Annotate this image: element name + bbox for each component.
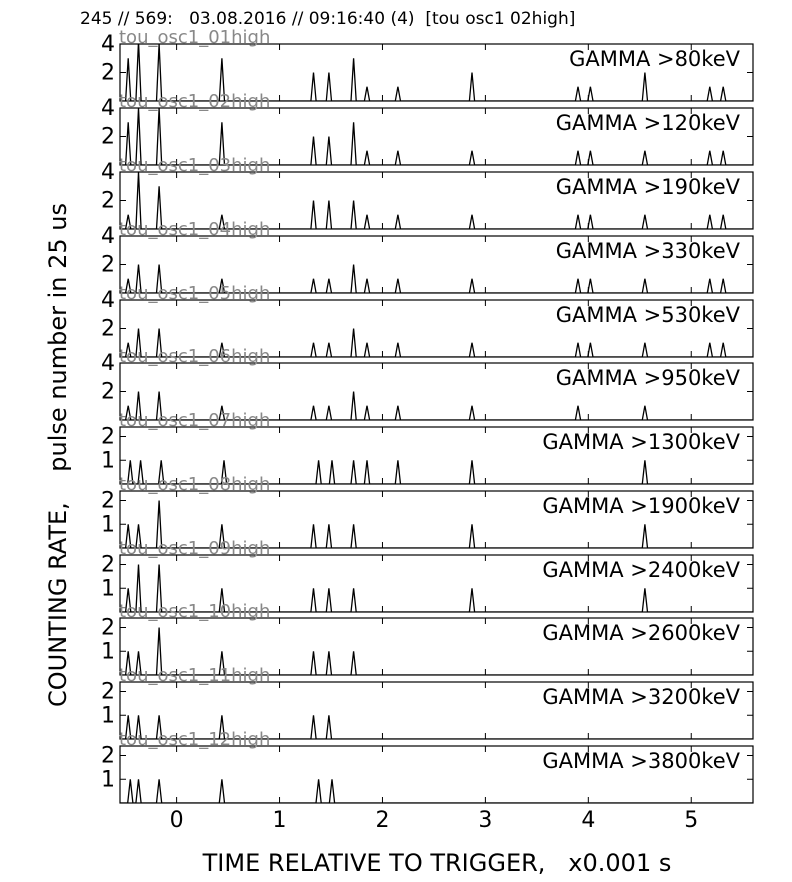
channel-label: tou_osc1_03high	[119, 155, 270, 176]
channel-label: tou_osc1_11high	[119, 665, 270, 686]
y-tick-label: 1	[101, 512, 115, 537]
y-tick-label: 1	[101, 767, 115, 792]
y-tick-label: 4	[101, 224, 115, 249]
y-tick-label: 4	[101, 351, 115, 376]
x-tick-label: 0	[170, 808, 184, 833]
energy-threshold-label: GAMMA >3200keV	[542, 685, 740, 709]
series-line	[120, 460, 753, 484]
channel-label: tou_osc1_06high	[119, 346, 270, 367]
energy-threshold-label: GAMMA >1900keV	[542, 494, 740, 518]
series-line	[120, 564, 753, 612]
y-tick-label: 2	[101, 317, 115, 342]
y-tick-label: 2	[101, 253, 115, 278]
panel-frame	[119, 745, 754, 804]
channel-label: tou_osc1_10high	[119, 601, 270, 622]
y-tick-label: 2	[101, 61, 115, 86]
channel-label: tou_osc1_05high	[119, 283, 270, 304]
panel-3: 2 4 GAMMA >190keV tou_osc1_03high	[101, 155, 754, 230]
series-line	[120, 779, 753, 803]
series-line	[120, 627, 753, 675]
y-tick-label: 1	[101, 448, 115, 473]
series-line	[120, 44, 753, 101]
y-tick-label: 4	[101, 96, 115, 121]
panel-frame	[119, 554, 754, 613]
energy-threshold-label: GAMMA >330keV	[556, 239, 741, 263]
energy-threshold-label: GAMMA >190keV	[556, 175, 741, 199]
energy-threshold-label: GAMMA >120keV	[556, 111, 741, 135]
panel-10: 12 GAMMA >2600keV tou_osc1_10high	[101, 601, 754, 676]
channel-label: tou_osc1_04high	[119, 219, 270, 240]
series-line	[120, 500, 753, 548]
panel-frame	[119, 490, 754, 549]
channel-label: tou_osc1_12high	[119, 729, 270, 750]
y-tick-label: 4	[101, 32, 115, 57]
energy-threshold-label: GAMMA >1300keV	[542, 430, 740, 454]
series-line	[120, 108, 753, 165]
energy-threshold-label: GAMMA >2600keV	[542, 621, 740, 645]
panel-1: 2 4 GAMMA >80keV tou_osc1_01high	[101, 27, 754, 102]
energy-threshold-label: GAMMA >2400keV	[542, 558, 740, 582]
channel-label: tou_osc1_08high	[119, 474, 270, 495]
panel-4: 2 4 GAMMA >330keV tou_osc1_04high	[101, 219, 754, 294]
panel-6: 2 4 GAMMA >950keV tou_osc1_06high	[101, 346, 754, 421]
x-tick-label: 4	[581, 808, 595, 833]
y-tick-label: 2	[101, 553, 115, 578]
y-tick-label: 4	[101, 160, 115, 185]
panel-frame	[119, 426, 754, 485]
y-tick-label: 2	[101, 189, 115, 214]
y-tick-label: 1	[101, 639, 115, 664]
y-tick-label: 2	[101, 380, 115, 405]
y-tick-label: 2	[101, 616, 115, 641]
series-line	[120, 172, 753, 229]
energy-threshold-label: GAMMA >950keV	[556, 366, 741, 390]
panel-12: 12 GAMMA >3800keV tou_osc1_12high	[101, 729, 754, 804]
channel-label: tou_osc1_07high	[119, 410, 270, 431]
series-line	[120, 264, 753, 293]
panel-9: 12 GAMMA >2400keV tou_osc1_09high	[101, 538, 754, 613]
x-tick-label: 3	[478, 808, 492, 833]
y-tick-label: 2	[101, 425, 115, 450]
x-tick-label: 2	[375, 808, 389, 833]
y-tick-label: 2	[101, 125, 115, 150]
chart-title: 245 // 569: 03.08.2016 // 09:16:40 (4) […	[80, 9, 576, 29]
energy-threshold-label: GAMMA >530keV	[556, 303, 741, 327]
energy-threshold-label: GAMMA >3800keV	[542, 749, 740, 773]
y-tick-label: 4	[101, 288, 115, 313]
channel-label: tou_osc1_09high	[119, 538, 270, 559]
y-tick-label: 2	[101, 680, 115, 705]
y-tick-label: 2	[101, 744, 115, 769]
panel-11: 12 GAMMA >3200keV tou_osc1_11high	[101, 665, 754, 740]
y-tick-label: 1	[101, 576, 115, 601]
energy-threshold-label: GAMMA >80keV	[569, 47, 741, 71]
series-line	[120, 328, 753, 357]
panel-frame	[119, 617, 754, 676]
panel-5: 2 4 GAMMA >530keV tou_osc1_05high	[101, 283, 754, 358]
y-tick-label: 2	[101, 489, 115, 514]
x-tick-label: 5	[684, 808, 698, 833]
panel-frame	[119, 681, 754, 740]
panel-8: 12 GAMMA >1900keV tou_osc1_08high	[101, 474, 754, 549]
x-tick-label: 1	[273, 808, 287, 833]
channel-label: tou_osc1_01high	[119, 27, 270, 48]
panel-2: 2 4 GAMMA >120keV tou_osc1_02high	[101, 91, 754, 166]
x-axis-label: TIME RELATIVE TO TRIGGER, x0.001 s	[202, 849, 672, 877]
y-tick-label: 1	[101, 703, 115, 728]
channel-label: tou_osc1_02high	[119, 91, 270, 112]
panel-7: 12 GAMMA >1300keV tou_osc1_07high	[101, 410, 754, 485]
